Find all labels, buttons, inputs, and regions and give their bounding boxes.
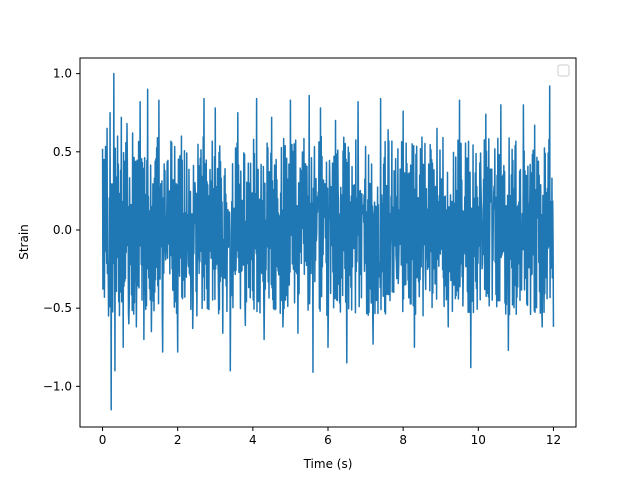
series-line xyxy=(101,72,555,411)
x-tick-label: 4 xyxy=(249,433,257,447)
x-tick-label: 6 xyxy=(324,433,332,447)
x-axis-label: Time (s) xyxy=(303,457,353,471)
legend-box xyxy=(557,64,570,77)
y-tick-label: −0.5 xyxy=(43,301,72,315)
y-tick-label: −1.0 xyxy=(43,379,72,393)
y-tick-label: 0.0 xyxy=(53,223,72,237)
y-tick-label: 1.0 xyxy=(53,67,72,81)
y-axis-label: Strain xyxy=(17,224,31,260)
y-tick-label: 0.5 xyxy=(53,145,72,159)
x-axis: 0 2 4 6 8 10 12 xyxy=(99,427,561,447)
x-tick-label: 2 xyxy=(174,433,182,447)
x-tick-label: 10 xyxy=(471,433,486,447)
series-layer xyxy=(101,72,555,411)
legend xyxy=(557,64,570,77)
x-tick-label: 8 xyxy=(399,433,407,447)
x-tick-label: 0 xyxy=(99,433,107,447)
y-axis: −1.0 −0.5 0.0 0.5 1.0 xyxy=(43,67,80,393)
x-tick-label: 12 xyxy=(546,433,561,447)
